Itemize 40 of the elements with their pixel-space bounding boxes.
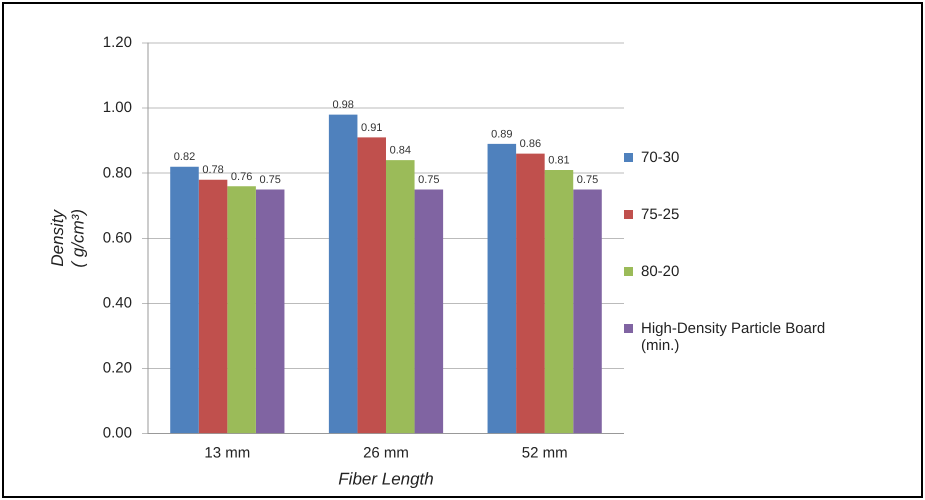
legend-label: 80-20 [641, 263, 680, 280]
bar [256, 189, 284, 434]
y-tick-label: 0.20 [102, 360, 132, 377]
bar [227, 186, 256, 434]
y-tick-label: 0.40 [102, 294, 132, 312]
data-label: 0.98 [332, 99, 354, 112]
bar [328, 114, 358, 434]
data-label: 0.75 [259, 174, 281, 186]
data-label: 0.89 [491, 128, 513, 140]
bar [544, 170, 574, 434]
data-label: 0.84 [390, 144, 411, 157]
bar [414, 189, 444, 434]
x-tick-label: 13 mm [204, 444, 250, 462]
bar [357, 137, 386, 434]
data-label: 0.76 [230, 170, 252, 183]
data-label: 0.81 [548, 154, 570, 166]
data-label: 0.78 [202, 164, 224, 176]
y-tick-label: 1.20 [102, 34, 132, 52]
legend-label: High-Density Particle Board (min.) [641, 320, 826, 354]
y-tick-label: 1.00 [102, 99, 132, 116]
y-tick-label: 0.60 [102, 229, 132, 246]
data-label: 0.75 [576, 174, 598, 186]
x-tick-label: 52 mm [522, 444, 568, 462]
legend-label: 75-25 [641, 206, 680, 223]
data-label: 0.91 [361, 122, 382, 134]
bar [573, 189, 602, 434]
bar [198, 180, 228, 434]
bar [170, 166, 199, 434]
data-label: 0.82 [174, 151, 196, 164]
data-label: 0.86 [520, 138, 542, 150]
x-axis-title: Fiber Length [338, 470, 434, 489]
bar [386, 160, 415, 434]
y-tick-label: 0.80 [102, 164, 132, 182]
y-tick-label: 0.00 [102, 424, 132, 442]
legend-label: 70-30 [641, 149, 680, 166]
bar [488, 144, 516, 434]
x-tick-label: 26 mm [363, 444, 409, 462]
y-axis-title: Density ( g/cm³) [48, 208, 88, 268]
data-label: 0.75 [418, 174, 440, 186]
bar [516, 154, 545, 434]
